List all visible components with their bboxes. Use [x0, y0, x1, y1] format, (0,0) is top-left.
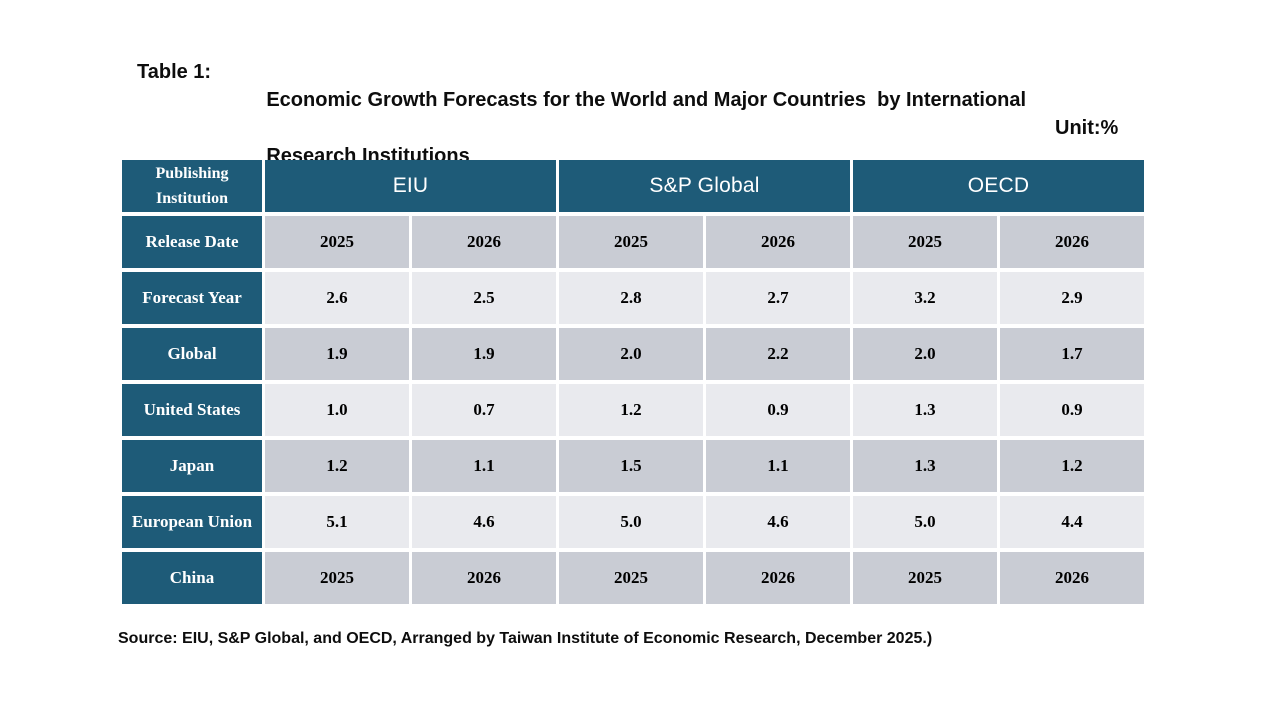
table-row-united-states: United States 1.0 0.7 1.2 0.9 1.3 0.9 — [122, 384, 1144, 436]
data-cell: 2.5 — [412, 272, 556, 324]
data-cell: 5.0 — [853, 496, 997, 548]
table-row-european-union: European Union 5.1 4.6 5.0 4.6 5.0 4.4 — [122, 496, 1144, 548]
data-cell: 2.9 — [1000, 272, 1144, 324]
title-line1: Economic Growth Forecasts for the World … — [266, 89, 1027, 111]
data-cell: 1.9 — [265, 328, 409, 380]
forecast-table: Publishing Institution EIU S&P Global OE… — [119, 156, 1147, 608]
table-row-forecast-year: Forecast Year 2.6 2.5 2.8 2.7 3.2 2.9 — [122, 272, 1144, 324]
data-cell: 0.7 — [412, 384, 556, 436]
data-cell: 1.3 — [853, 440, 997, 492]
table-row-release-date: Release Date 2025 2026 2025 2026 2025 20… — [122, 216, 1144, 268]
data-cell: 1.1 — [706, 440, 850, 492]
row-label: Japan — [122, 440, 262, 492]
data-cell: 2026 — [412, 552, 556, 604]
data-cell: 2025 — [265, 552, 409, 604]
data-cell: 1.9 — [412, 328, 556, 380]
row-label: European Union — [122, 496, 262, 548]
data-cell: 2025 — [559, 552, 703, 604]
data-cell: 2026 — [412, 216, 556, 268]
data-cell: 2025 — [265, 216, 409, 268]
data-cell: 2026 — [706, 552, 850, 604]
data-cell: 5.1 — [265, 496, 409, 548]
unit-label: Unit:% — [1055, 117, 1119, 139]
data-cell: 1.5 — [559, 440, 703, 492]
data-cell: 0.9 — [1000, 384, 1144, 436]
title-number: Table 1: — [137, 61, 212, 83]
data-cell: 4.6 — [412, 496, 556, 548]
data-cell: 0.9 — [706, 384, 850, 436]
data-cell: 1.3 — [853, 384, 997, 436]
data-cell: 2.6 — [265, 272, 409, 324]
data-cell: 2.0 — [853, 328, 997, 380]
institution-header-eiu: EIU — [265, 160, 556, 212]
row-label: Release Date — [122, 216, 262, 268]
data-cell: 2025 — [853, 216, 997, 268]
data-cell: 2026 — [706, 216, 850, 268]
table-row-japan: Japan 1.2 1.1 1.5 1.1 1.3 1.2 — [122, 440, 1144, 492]
data-cell: 2025 — [853, 552, 997, 604]
data-cell: 2026 — [1000, 216, 1144, 268]
institution-header-oecd: OECD — [853, 160, 1144, 212]
corner-header-cell: Publishing Institution — [122, 160, 262, 212]
data-cell: 2.8 — [559, 272, 703, 324]
row-label: Forecast Year — [122, 272, 262, 324]
data-cell: 1.2 — [559, 384, 703, 436]
data-cell: 2.2 — [706, 328, 850, 380]
table-row-global: Global 1.9 1.9 2.0 2.2 2.0 1.7 — [122, 328, 1144, 380]
data-cell: 2026 — [1000, 552, 1144, 604]
data-cell: 1.2 — [265, 440, 409, 492]
institution-header-row: Publishing Institution EIU S&P Global OE… — [122, 160, 1144, 212]
data-cell: 5.0 — [559, 496, 703, 548]
data-cell: 2.0 — [559, 328, 703, 380]
table-row-china: China 2025 2026 2025 2026 2025 2026 — [122, 552, 1144, 604]
source-note: Source: EIU, S&P Global, and OECD, Arran… — [118, 630, 933, 647]
institution-header-sp-global: S&P Global — [559, 160, 850, 212]
data-cell: 1.2 — [1000, 440, 1144, 492]
row-label: China — [122, 552, 262, 604]
data-cell: 4.4 — [1000, 496, 1144, 548]
row-label: United States — [122, 384, 262, 436]
data-cell: 4.6 — [706, 496, 850, 548]
data-cell: 1.0 — [265, 384, 409, 436]
data-cell: 3.2 — [853, 272, 997, 324]
data-cell: 2.7 — [706, 272, 850, 324]
data-cell: 2025 — [559, 216, 703, 268]
data-cell: 1.1 — [412, 440, 556, 492]
row-label: Global — [122, 328, 262, 380]
data-cell: 1.7 — [1000, 328, 1144, 380]
